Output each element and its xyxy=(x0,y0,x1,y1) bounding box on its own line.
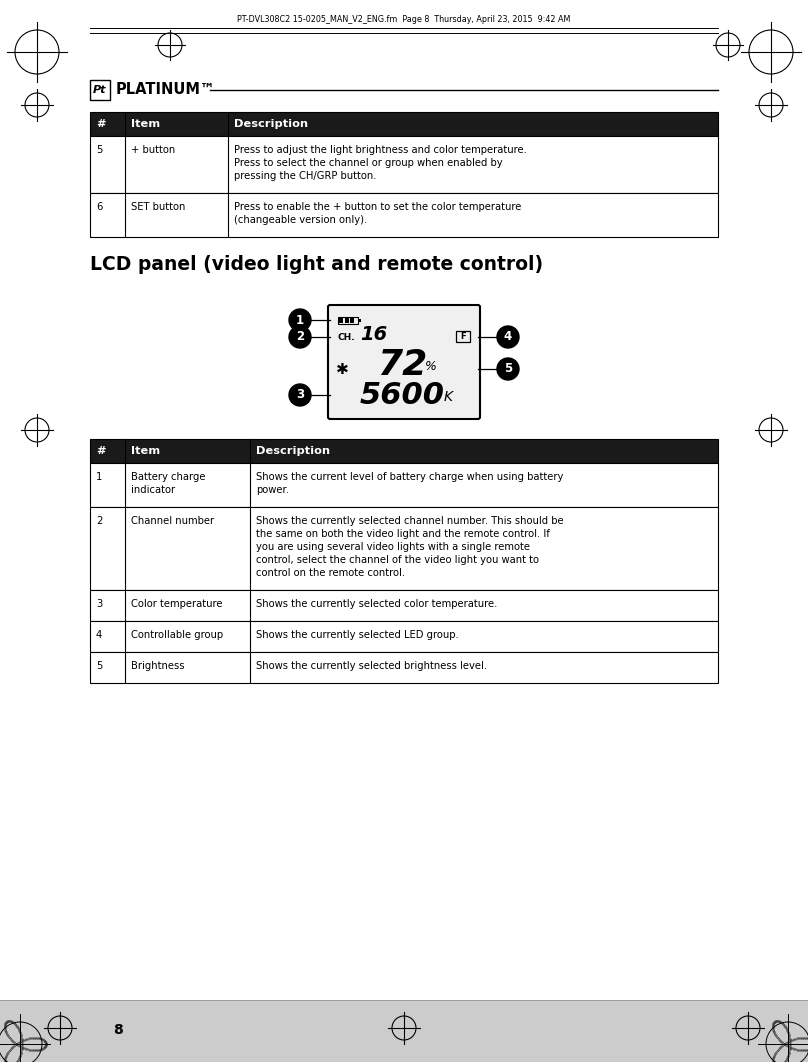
Text: Brightness: Brightness xyxy=(131,661,184,671)
Text: 5: 5 xyxy=(96,145,103,155)
Text: Controllable group: Controllable group xyxy=(131,630,223,640)
Text: control, select the channel of the video light you want to: control, select the channel of the video… xyxy=(256,555,539,565)
Text: + button: + button xyxy=(131,145,175,155)
Text: Shows the currently selected brightness level.: Shows the currently selected brightness … xyxy=(256,661,487,671)
Text: control on the remote control.: control on the remote control. xyxy=(256,568,406,578)
Text: %: % xyxy=(425,360,437,374)
Text: Press to adjust the light brightness and color temperature.: Press to adjust the light brightness and… xyxy=(234,145,527,155)
Text: indicator: indicator xyxy=(131,485,175,495)
Text: K: K xyxy=(444,390,453,404)
Text: Item: Item xyxy=(131,119,160,129)
Text: 72: 72 xyxy=(377,348,427,382)
Bar xyxy=(90,136,718,193)
Bar xyxy=(90,507,718,590)
Circle shape xyxy=(289,384,311,406)
Text: the same on both the video light and the remote control. If: the same on both the video light and the… xyxy=(256,529,550,539)
Text: Press to enable the + button to set the color temperature: Press to enable the + button to set the … xyxy=(234,202,521,212)
Circle shape xyxy=(497,326,519,348)
FancyBboxPatch shape xyxy=(328,305,480,419)
Text: SET button: SET button xyxy=(131,202,185,212)
Text: CH.: CH. xyxy=(338,333,356,342)
Text: 1: 1 xyxy=(296,313,304,326)
Text: Pt: Pt xyxy=(93,85,107,95)
Text: PT-DVL308C2 15-0205_MAN_V2_ENG.fm  Page 8  Thursday, April 23, 2015  9:42 AM: PT-DVL308C2 15-0205_MAN_V2_ENG.fm Page 8… xyxy=(238,16,570,24)
Bar xyxy=(90,193,718,237)
Bar xyxy=(338,316,358,324)
Text: 3: 3 xyxy=(96,599,103,609)
Text: 6: 6 xyxy=(96,202,103,212)
Bar xyxy=(339,318,343,323)
Bar xyxy=(90,112,718,136)
Bar xyxy=(0,1000,808,1062)
Text: you are using several video lights with a single remote: you are using several video lights with … xyxy=(256,542,530,552)
Text: Shows the current level of battery charge when using battery: Shows the current level of battery charg… xyxy=(256,472,563,482)
Text: pressing the CH/GRP button.: pressing the CH/GRP button. xyxy=(234,171,377,181)
Circle shape xyxy=(289,309,311,331)
Bar xyxy=(90,621,718,652)
Text: 5600: 5600 xyxy=(360,380,444,410)
Bar xyxy=(90,80,110,100)
Circle shape xyxy=(289,326,311,348)
Text: Shows the currently selected color temperature.: Shows the currently selected color tempe… xyxy=(256,599,498,609)
Text: 8: 8 xyxy=(113,1023,123,1037)
Text: (changeable version only).: (changeable version only). xyxy=(234,215,368,225)
Text: PLATINUM™: PLATINUM™ xyxy=(116,83,216,98)
Text: Channel number: Channel number xyxy=(131,516,213,526)
Bar xyxy=(358,319,361,322)
Bar xyxy=(90,590,718,621)
Bar xyxy=(90,652,718,683)
Text: LCD panel (video light and remote control): LCD panel (video light and remote contro… xyxy=(90,255,543,274)
Bar xyxy=(456,331,470,342)
Bar xyxy=(90,463,718,507)
Text: Press to select the channel or group when enabled by: Press to select the channel or group whe… xyxy=(234,158,503,168)
Text: Description: Description xyxy=(234,119,309,129)
Bar xyxy=(344,318,348,323)
Text: 2: 2 xyxy=(296,330,304,343)
Text: Description: Description xyxy=(256,446,330,456)
Text: 4: 4 xyxy=(96,630,103,640)
Text: 5: 5 xyxy=(504,362,512,376)
Text: 3: 3 xyxy=(296,389,304,401)
Text: Shows the currently selected LED group.: Shows the currently selected LED group. xyxy=(256,630,459,640)
Text: 16: 16 xyxy=(360,325,387,344)
Text: F: F xyxy=(461,332,466,341)
Text: #: # xyxy=(96,119,106,129)
Text: Item: Item xyxy=(131,446,160,456)
Bar xyxy=(350,318,354,323)
Circle shape xyxy=(497,358,519,380)
Text: Color temperature: Color temperature xyxy=(131,599,222,609)
Bar xyxy=(90,439,718,463)
Text: 2: 2 xyxy=(96,516,103,526)
Text: 1: 1 xyxy=(96,472,103,482)
Text: power.: power. xyxy=(256,485,289,495)
Text: 4: 4 xyxy=(504,330,512,343)
Text: Battery charge: Battery charge xyxy=(131,472,205,482)
Text: Shows the currently selected channel number. This should be: Shows the currently selected channel num… xyxy=(256,516,564,526)
Text: ✱: ✱ xyxy=(335,361,348,377)
Text: #: # xyxy=(96,446,106,456)
Text: 5: 5 xyxy=(96,661,103,671)
